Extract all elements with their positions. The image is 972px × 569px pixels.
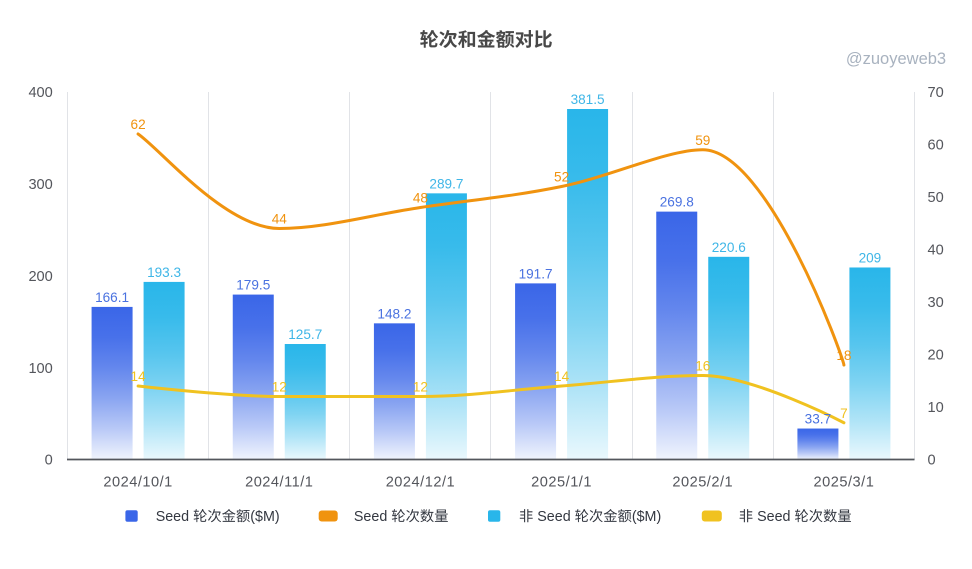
svg-text:62: 62: [131, 117, 146, 132]
svg-text:2024/11/1: 2024/11/1: [245, 475, 313, 491]
svg-text:381.5: 381.5: [571, 92, 605, 107]
svg-text:0: 0: [45, 453, 53, 469]
svg-text:@zuoyeweb3: @zuoyeweb3: [846, 50, 946, 68]
svg-text:191.7: 191.7: [519, 266, 553, 281]
svg-text:70: 70: [928, 85, 944, 101]
svg-text:7: 7: [840, 406, 848, 421]
svg-text:Seed: Seed: [156, 509, 189, 525]
svg-text:Seed: Seed: [757, 509, 790, 525]
svg-text:14: 14: [131, 369, 147, 384]
svg-text:59: 59: [695, 133, 710, 148]
svg-text:33.7: 33.7: [805, 412, 831, 427]
svg-text:0: 0: [928, 453, 936, 469]
svg-text:100: 100: [28, 361, 52, 377]
svg-text:400: 400: [28, 85, 52, 101]
svg-text:2025/3/1: 2025/3/1: [814, 475, 875, 491]
svg-text:2024/10/1: 2024/10/1: [103, 475, 172, 491]
svg-text:125.7: 125.7: [288, 327, 322, 342]
svg-text:2025/1/1: 2025/1/1: [531, 475, 592, 491]
svg-text:Seed: Seed: [537, 509, 570, 525]
svg-text:30: 30: [928, 295, 944, 311]
svg-text:60: 60: [928, 138, 944, 154]
svg-text:($M): ($M): [250, 509, 279, 525]
svg-text:18: 18: [836, 348, 851, 363]
svg-text:166.1: 166.1: [95, 290, 129, 305]
svg-text:Seed: Seed: [354, 509, 387, 525]
svg-text:289.7: 289.7: [429, 176, 463, 191]
svg-text:148.2: 148.2: [377, 306, 411, 321]
svg-text:20: 20: [928, 348, 944, 364]
svg-text:269.8: 269.8: [660, 195, 694, 210]
svg-text:12: 12: [413, 380, 428, 395]
svg-text:2025/2/1: 2025/2/1: [672, 475, 733, 491]
svg-text:16: 16: [695, 359, 710, 374]
svg-text:14: 14: [554, 369, 570, 384]
svg-text:40: 40: [928, 243, 944, 259]
svg-text:2024/12/1: 2024/12/1: [386, 475, 455, 491]
svg-text:10: 10: [928, 400, 944, 416]
svg-text:209: 209: [859, 250, 882, 265]
svg-text:220.6: 220.6: [712, 240, 746, 255]
svg-text:50: 50: [928, 190, 944, 206]
svg-text:300: 300: [28, 177, 52, 193]
svg-text:193.3: 193.3: [147, 265, 181, 280]
svg-text:48: 48: [413, 191, 428, 206]
svg-text:52: 52: [554, 170, 569, 185]
svg-text:179.5: 179.5: [236, 278, 270, 293]
svg-text:200: 200: [28, 269, 52, 285]
svg-text:($M): ($M): [632, 509, 661, 525]
svg-text:12: 12: [272, 380, 287, 395]
svg-text:44: 44: [272, 212, 288, 227]
